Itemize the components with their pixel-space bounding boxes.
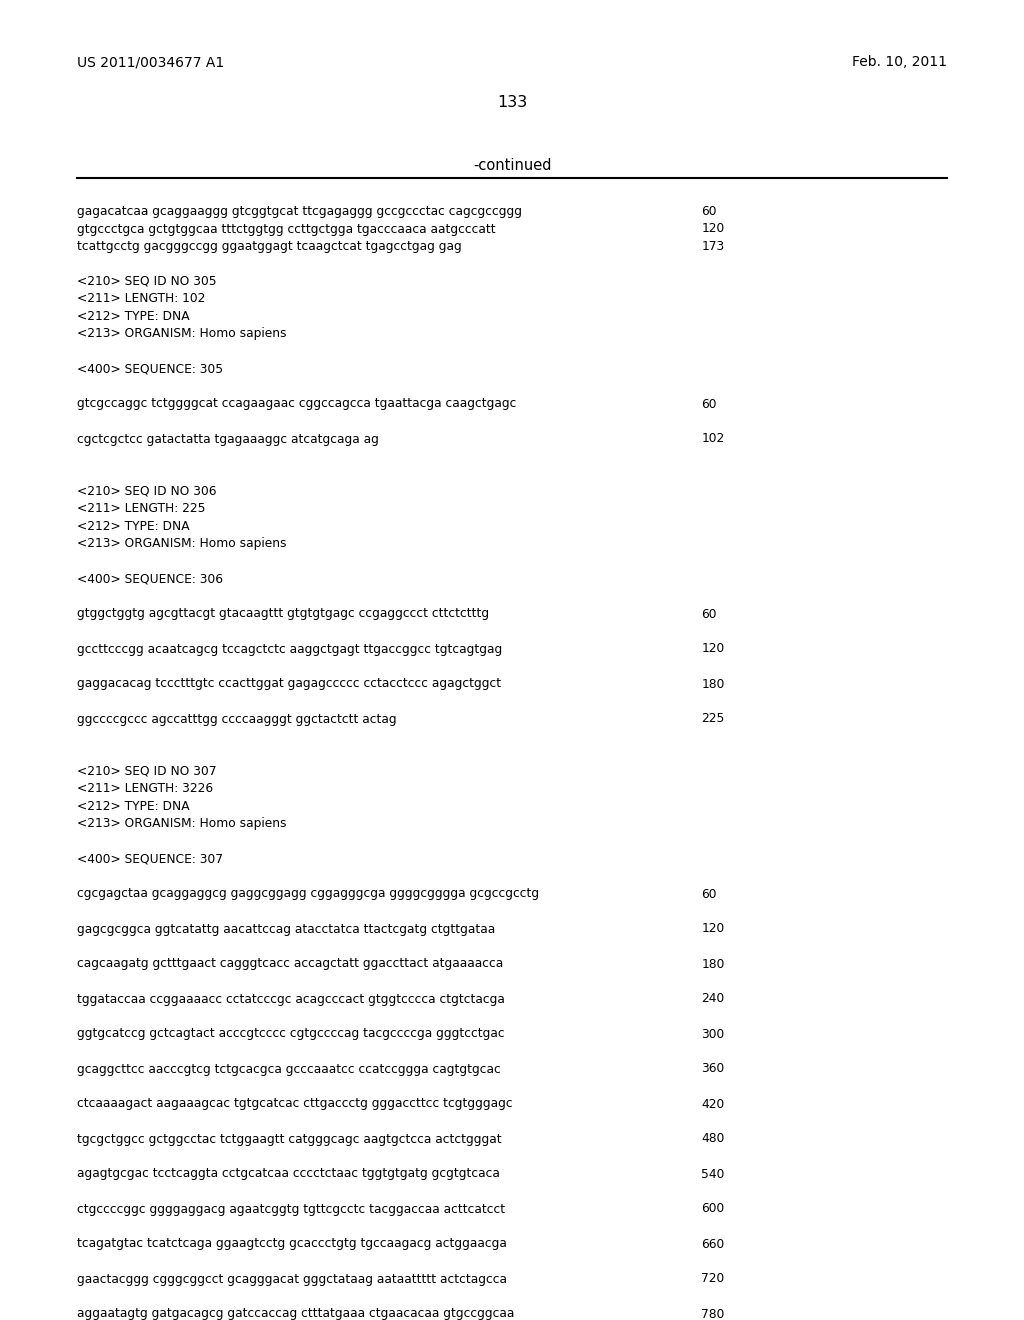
Text: agagtgcgac tcctcaggta cctgcatcaa cccctctaac tggtgtgatg gcgtgtcaca: agagtgcgac tcctcaggta cctgcatcaa cccctct…	[77, 1167, 500, 1180]
Text: ctcaaaagact aagaaagcac tgtgcatcac cttgaccctg gggaccttcc tcgtgggagc: ctcaaaagact aagaaagcac tgtgcatcac cttgac…	[77, 1097, 512, 1110]
Text: cgctcgctcc gatactatta tgagaaaggc atcatgcaga ag: cgctcgctcc gatactatta tgagaaaggc atcatgc…	[77, 433, 379, 446]
Text: <212> TYPE: DNA: <212> TYPE: DNA	[77, 800, 189, 813]
Text: 420: 420	[701, 1097, 725, 1110]
Text: 300: 300	[701, 1027, 725, 1040]
Text: 225: 225	[701, 713, 725, 726]
Text: 660: 660	[701, 1238, 725, 1250]
Text: 60: 60	[701, 205, 717, 218]
Text: <400> SEQUENCE: 306: <400> SEQUENCE: 306	[77, 573, 223, 586]
Text: gccttcccgg acaatcagcg tccagctctc aaggctgagt ttgaccggcc tgtcagtgag: gccttcccgg acaatcagcg tccagctctc aaggctg…	[77, 643, 502, 656]
Text: tcagatgtac tcatctcaga ggaagtcctg gcaccctgtg tgccaagacg actggaacga: tcagatgtac tcatctcaga ggaagtcctg gcaccct…	[77, 1238, 507, 1250]
Text: 180: 180	[701, 677, 725, 690]
Text: US 2011/0034677 A1: US 2011/0034677 A1	[77, 55, 224, 69]
Text: ctgccccggc ggggaggacg agaatcggtg tgttcgcctc tacggaccaa acttcatcct: ctgccccggc ggggaggacg agaatcggtg tgttcgc…	[77, 1203, 505, 1216]
Text: 102: 102	[701, 433, 725, 446]
Text: 480: 480	[701, 1133, 725, 1146]
Text: 173: 173	[701, 240, 725, 253]
Text: <212> TYPE: DNA: <212> TYPE: DNA	[77, 310, 189, 323]
Text: gagacatcaa gcaggaaggg gtcggtgcat ttcgagaggg gccgccctac cagcgccggg: gagacatcaa gcaggaaggg gtcggtgcat ttcgaga…	[77, 205, 522, 218]
Text: 120: 120	[701, 223, 725, 235]
Text: Feb. 10, 2011: Feb. 10, 2011	[852, 55, 947, 69]
Text: gtgccctgca gctgtggcaa tttctggtgg ccttgctgga tgacccaaca aatgcccatt: gtgccctgca gctgtggcaa tttctggtgg ccttgct…	[77, 223, 496, 235]
Text: <212> TYPE: DNA: <212> TYPE: DNA	[77, 520, 189, 533]
Text: -continued: -continued	[473, 158, 551, 173]
Text: ggtgcatccg gctcagtact acccgtcccc cgtgccccag tacgccccga gggtcctgac: ggtgcatccg gctcagtact acccgtcccc cgtgccc…	[77, 1027, 505, 1040]
Text: cgcgagctaa gcaggaggcg gaggcggagg cggagggcga ggggcgggga gcgccgcctg: cgcgagctaa gcaggaggcg gaggcggagg cggaggg…	[77, 887, 539, 900]
Text: 540: 540	[701, 1167, 725, 1180]
Text: 120: 120	[701, 923, 725, 936]
Text: aggaatagtg gatgacagcg gatccaccag ctttatgaaa ctgaacacaa gtgccggcaa: aggaatagtg gatgacagcg gatccaccag ctttatg…	[77, 1308, 514, 1320]
Text: 60: 60	[701, 887, 717, 900]
Text: 240: 240	[701, 993, 725, 1006]
Text: <211> LENGTH: 3226: <211> LENGTH: 3226	[77, 783, 213, 796]
Text: <211> LENGTH: 102: <211> LENGTH: 102	[77, 293, 205, 305]
Text: <400> SEQUENCE: 305: <400> SEQUENCE: 305	[77, 363, 223, 375]
Text: 780: 780	[701, 1308, 725, 1320]
Text: 720: 720	[701, 1272, 725, 1286]
Text: tggataccaa ccggaaaacc cctatcccgc acagcccact gtggtcccca ctgtctacga: tggataccaa ccggaaaacc cctatcccgc acagccc…	[77, 993, 505, 1006]
Text: 60: 60	[701, 397, 717, 411]
Text: cagcaagatg gctttgaact cagggtcacc accagctatt ggaccttact atgaaaacca: cagcaagatg gctttgaact cagggtcacc accagct…	[77, 957, 503, 970]
Text: <210> SEQ ID NO 305: <210> SEQ ID NO 305	[77, 275, 216, 288]
Text: <211> LENGTH: 225: <211> LENGTH: 225	[77, 503, 205, 516]
Text: <400> SEQUENCE: 307: <400> SEQUENCE: 307	[77, 853, 223, 866]
Text: gaactacggg cgggcggcct gcagggacat gggctataag aataattttt actctagcca: gaactacggg cgggcggcct gcagggacat gggctat…	[77, 1272, 507, 1286]
Text: <210> SEQ ID NO 307: <210> SEQ ID NO 307	[77, 766, 216, 777]
Text: <210> SEQ ID NO 306: <210> SEQ ID NO 306	[77, 484, 216, 498]
Text: 120: 120	[701, 643, 725, 656]
Text: gaggacacag tccctttgtc ccacttggat gagagccccc cctacctccc agagctggct: gaggacacag tccctttgtc ccacttggat gagagcc…	[77, 677, 501, 690]
Text: <213> ORGANISM: Homo sapiens: <213> ORGANISM: Homo sapiens	[77, 817, 287, 830]
Text: 133: 133	[497, 95, 527, 110]
Text: gcaggcttcc aacccgtcg tctgcacgca gcccaaatcc ccatccggga cagtgtgcac: gcaggcttcc aacccgtcg tctgcacgca gcccaaat…	[77, 1063, 501, 1076]
Text: 600: 600	[701, 1203, 725, 1216]
Text: 180: 180	[701, 957, 725, 970]
Text: <213> ORGANISM: Homo sapiens: <213> ORGANISM: Homo sapiens	[77, 327, 287, 341]
Text: 60: 60	[701, 607, 717, 620]
Text: <213> ORGANISM: Homo sapiens: <213> ORGANISM: Homo sapiens	[77, 537, 287, 550]
Text: 360: 360	[701, 1063, 725, 1076]
Text: ggccccgccc agccatttgg ccccaagggt ggctactctt actag: ggccccgccc agccatttgg ccccaagggt ggctact…	[77, 713, 396, 726]
Text: tgcgctggcc gctggcctac tctggaagtt catgggcagc aagtgctcca actctgggat: tgcgctggcc gctggcctac tctggaagtt catgggc…	[77, 1133, 502, 1146]
Text: gtcgccaggc tctggggcat ccagaagaac cggccagcca tgaattacga caagctgagc: gtcgccaggc tctggggcat ccagaagaac cggccag…	[77, 397, 516, 411]
Text: gagcgcggca ggtcatattg aacattccag atacctatca ttactcgatg ctgttgataa: gagcgcggca ggtcatattg aacattccag ataccta…	[77, 923, 495, 936]
Text: tcattgcctg gacgggccgg ggaatggagt tcaagctcat tgagcctgag gag: tcattgcctg gacgggccgg ggaatggagt tcaagct…	[77, 240, 462, 253]
Text: gtggctggtg agcgttacgt gtacaagttt gtgtgtgagc ccgaggccct cttctctttg: gtggctggtg agcgttacgt gtacaagttt gtgtgtg…	[77, 607, 488, 620]
